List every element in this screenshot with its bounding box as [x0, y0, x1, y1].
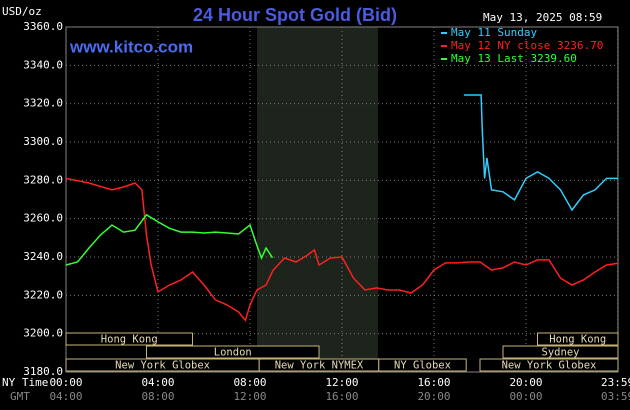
- nymex-shading: [257, 27, 378, 372]
- x2-tick-label: 00:00: [509, 390, 542, 403]
- session-label: Hong Kong: [549, 334, 606, 346]
- site-name: www.kitco.com: [69, 37, 193, 56]
- chart-title: 24 Hour Spot Gold (Bid): [193, 5, 397, 25]
- legend-label: May 13 Last 3239.60: [451, 52, 577, 65]
- x-tick-label: 04:00: [141, 376, 174, 389]
- x2-tick-label: 16:00: [325, 390, 358, 403]
- session-label: New York NYMEX: [275, 360, 364, 372]
- session-label: New York Globex: [115, 360, 210, 372]
- y-tick-label: 3300.0: [23, 135, 63, 148]
- legend-label: May 11 Sunday: [451, 26, 537, 39]
- price-line: [463, 94, 618, 212]
- price-line: [65, 177, 619, 322]
- y-tick-label: 3220.0: [23, 288, 63, 301]
- x-axis-label: NY Time: [2, 376, 48, 389]
- y-tick-label: 3260.0: [23, 212, 63, 225]
- session-box: [537, 332, 619, 346]
- x2-tick-label: 12:00: [233, 390, 266, 403]
- session-box: [479, 358, 619, 372]
- x2-tick-label: 08:00: [141, 390, 174, 403]
- y-tick-label: 3320.0: [23, 97, 63, 110]
- y-tick-label: 3240.0: [23, 250, 63, 263]
- session-label: New York Globex: [502, 360, 597, 372]
- session-box: [146, 345, 320, 359]
- timestamp: May 13, 2025 08:59: [483, 11, 602, 24]
- x2-axis-label: GMT: [10, 390, 30, 403]
- y-tick-label: 3340.0: [23, 58, 63, 71]
- x-tick-label: 23:59: [601, 376, 630, 389]
- x2-tick-label: 03:59: [601, 390, 630, 403]
- x-tick-label: 00:00: [49, 376, 82, 389]
- x2-tick-label: 04:00: [49, 390, 82, 403]
- session-label: NY Globex: [394, 360, 451, 372]
- x-tick-label: 08:00: [233, 376, 266, 389]
- x2-tick-label: 20:00: [417, 390, 450, 403]
- x-tick-label: 16:00: [417, 376, 450, 389]
- x-tick-label: 12:00: [325, 376, 358, 389]
- y-axis-label: USD/oz: [2, 5, 42, 18]
- session-box: [378, 358, 467, 372]
- session-box: [65, 332, 193, 346]
- price-line: [65, 213, 274, 266]
- x-tick-label: 20:00: [509, 376, 542, 389]
- y-tick-label: 3360.0: [23, 20, 63, 33]
- y-tick-label: 3180.0: [23, 365, 63, 378]
- y-tick-label: 3200.0: [23, 327, 63, 340]
- session-label: Sydney: [542, 347, 580, 359]
- legend-label: May 12 NY close 3236.70: [451, 39, 603, 52]
- session-box: [502, 345, 619, 359]
- session-label: Hong Kong: [101, 334, 158, 346]
- y-tick-label: 3280.0: [23, 173, 63, 186]
- session-label: London: [214, 347, 252, 359]
